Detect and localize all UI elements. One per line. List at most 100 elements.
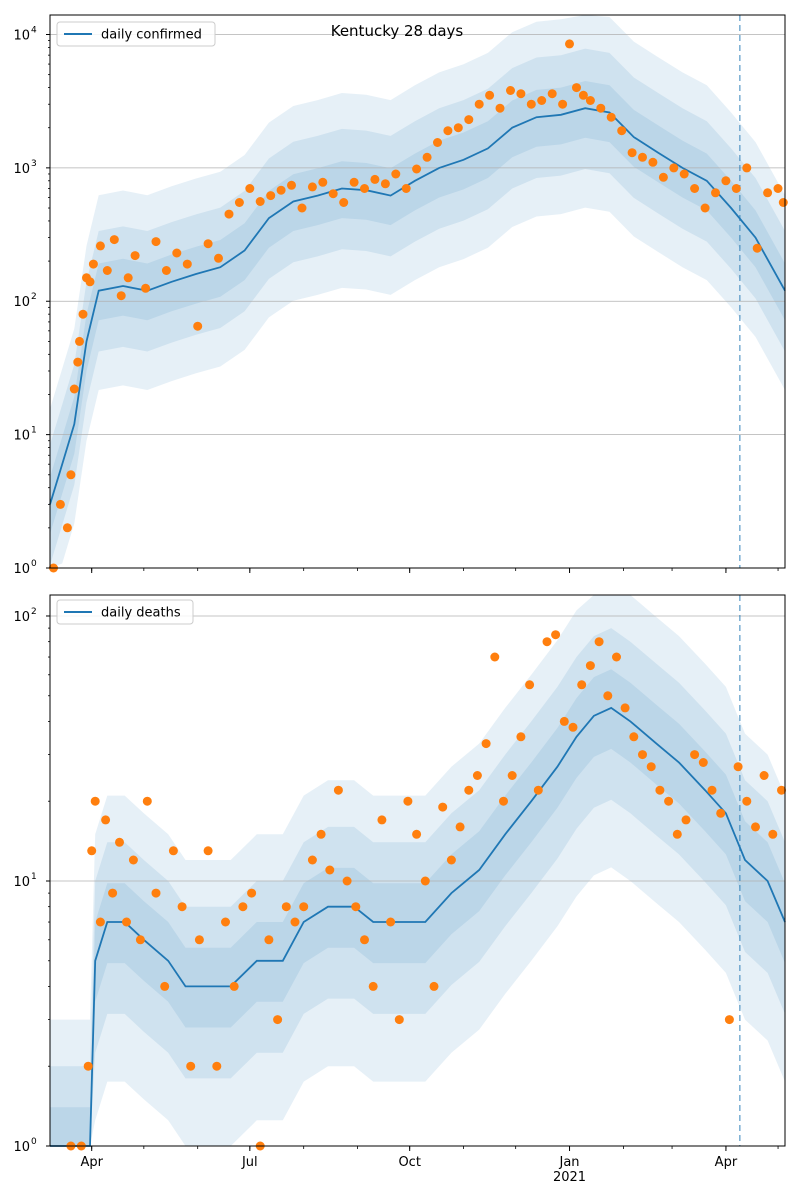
confirmed-observed-point: [380, 179, 390, 189]
deaths-observed-point: [151, 888, 161, 898]
deaths-observed-point: [438, 802, 448, 812]
confirmed-observed-point: [69, 384, 79, 394]
confirmed-y-tick-exponent: 1: [31, 426, 37, 436]
deaths-observed-point: [559, 716, 569, 726]
confirmed-observed-point: [297, 203, 307, 213]
deaths-observed-point: [490, 652, 500, 662]
deaths-observed-point: [603, 691, 613, 701]
deaths-observed-point: [101, 815, 111, 825]
confirmed-y-tick-exponent: 3: [31, 159, 37, 169]
deaths-observed-point: [333, 785, 343, 795]
deaths-observed-point: [325, 865, 335, 875]
confirmed-observed-point: [422, 152, 432, 162]
confirmed-observed-point: [224, 209, 234, 219]
confirmed-observed-point: [130, 251, 140, 261]
deaths-y-tick-exponent: 1: [31, 872, 37, 882]
deaths-legend-box: [56, 599, 194, 625]
confirmed-observed-point: [721, 176, 731, 186]
deaths-observed-point: [472, 771, 482, 780]
deaths-observed-point: [290, 917, 300, 927]
confirmed-observed-point: [464, 115, 474, 125]
confirmed-y-tick-exponent: 2: [31, 292, 37, 302]
deaths-observed-point: [142, 796, 152, 806]
confirmed-observed-point: [433, 138, 442, 147]
deaths-observed-point: [533, 785, 543, 795]
confirmed-observed-point: [370, 174, 380, 184]
deaths-observed-point: [420, 876, 430, 886]
confirmed-observed-points: [49, 39, 788, 573]
confirmed-model-path: [49, 107, 786, 505]
deaths-observed-point: [568, 722, 578, 732]
deaths-y-tick-exponent: 0: [31, 1137, 37, 1147]
confirmed-observed-point: [617, 126, 627, 136]
deaths-band-3: [50, 595, 785, 1146]
confirmed-x-ticks: [91, 568, 779, 573]
confirmed-observed-point: [700, 203, 710, 213]
deaths-axes-frame: [49, 594, 786, 1147]
confirmed-observed-point: [214, 253, 223, 263]
deaths-observed-point: [264, 935, 274, 945]
confirmed-observed-point: [731, 184, 741, 193]
confirmed-observed-point: [401, 184, 411, 193]
confirmed-observed-point: [627, 148, 637, 158]
deaths-observed-point: [386, 917, 396, 927]
deaths-observed-point: [160, 981, 170, 991]
x-tick-label: Jan: [559, 1155, 580, 1170]
confirmed-observed-point: [658, 172, 668, 182]
deaths-observed-point: [577, 680, 587, 690]
deaths-observed-point: [307, 855, 317, 865]
confirmed-observed-point: [172, 248, 182, 258]
confirmed-y-tick-exponent: 4: [31, 25, 37, 35]
deaths-observed-point: [733, 762, 743, 772]
deaths-observed-point: [681, 815, 691, 825]
deaths-observed-point: [403, 796, 413, 806]
confirmed-observed-point: [161, 266, 171, 275]
deaths-observed-points: [66, 630, 786, 1151]
confirmed-observed-point: [474, 99, 484, 109]
confirmed-observed-point: [638, 152, 647, 162]
confirmed-observed-point: [547, 89, 557, 99]
deaths-observed-point: [368, 981, 378, 991]
confirmed-observed-point: [88, 259, 98, 269]
confirmed-observed-point: [565, 39, 574, 49]
confirmed-observed-point: [73, 357, 83, 367]
deaths-observed-point: [212, 1061, 222, 1071]
x-tick-label: Apr: [80, 1155, 103, 1170]
deaths-observed-point: [742, 796, 752, 806]
confirmed-model-line: [49, 107, 786, 505]
deaths-observed-point: [499, 796, 508, 806]
deaths-y-tick-exponent: 2: [31, 607, 37, 617]
confirmed-observed-point: [778, 198, 788, 207]
deaths-observed-point: [122, 917, 131, 927]
confirmed-observed-point: [182, 259, 192, 269]
deaths-y-tick-label: 10: [13, 1140, 30, 1155]
deaths-observed-point: [351, 902, 361, 912]
deaths-observed-point: [585, 661, 595, 671]
deaths-observed-point: [87, 846, 97, 856]
deaths-legend: daily deaths: [56, 599, 194, 625]
deaths-observed-point: [777, 785, 786, 795]
x-tick-year-label: 2021: [553, 1170, 586, 1185]
confirmed-observed-point: [234, 198, 244, 207]
confirmed-observed-point: [526, 99, 536, 109]
deaths-observed-point: [229, 981, 239, 991]
confirmed-observed-point: [307, 182, 317, 192]
confirmed-observed-point: [495, 103, 505, 113]
deaths-band-1: [50, 669, 785, 1146]
deaths-observed-point: [724, 1015, 734, 1025]
deaths-observed-point: [429, 981, 439, 991]
confirmed-observed-point: [711, 188, 720, 198]
confirmed-observed-point: [443, 126, 453, 136]
deaths-observed-point: [507, 771, 517, 780]
deaths-observed-point: [525, 680, 535, 690]
confirmed-y-tick-label: 10: [13, 162, 30, 177]
confirmed-y-tick-exponent: 0: [31, 559, 37, 569]
confirmed-observed-point: [193, 321, 203, 331]
deaths-observed-point: [273, 1015, 283, 1025]
deaths-observed-point: [83, 1061, 93, 1071]
deaths-observed-point: [664, 796, 674, 806]
confirmed-observed-point: [151, 237, 161, 247]
